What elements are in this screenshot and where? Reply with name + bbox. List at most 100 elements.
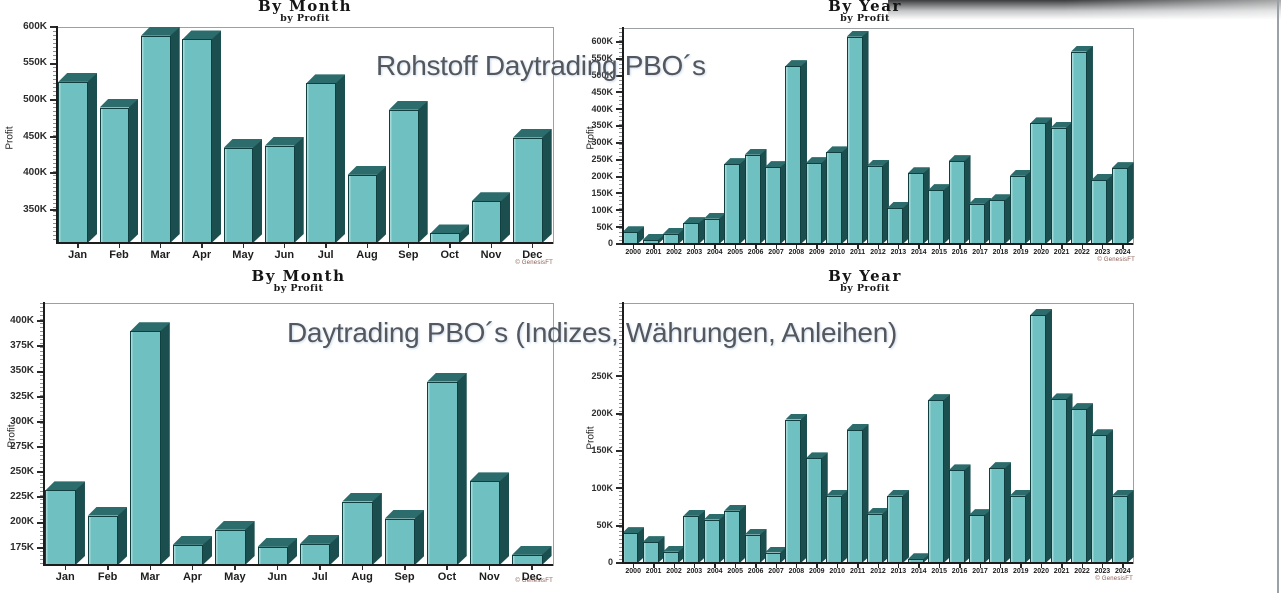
bar-top-face [622,226,644,232]
bar-2016 [948,470,965,563]
x-axis-category-label: 2003 [686,249,703,256]
y-axis-tick-label: 175K [10,541,34,553]
bar-side-face [1005,194,1012,244]
x-axis-tick [877,245,879,249]
x-axis-category-label: 2005 [727,568,743,575]
bar-top-face [663,546,685,552]
x-axis-category-label: 2020 [1033,568,1049,575]
x-axis-category-label: May [224,571,246,583]
bar-side-face [740,505,747,563]
y-axis-tick [37,496,44,499]
x-axis-tick [918,245,920,249]
bar-top-face [989,462,1011,468]
x-axis-tick [319,566,321,570]
bar-side-face [1066,122,1073,244]
copyright-note: © GenesisFT [1097,257,1135,263]
x-axis-tick [1020,564,1022,568]
x-axis-category-label: 2010 [829,568,845,575]
y-axis-tick-label: 225K [10,491,34,503]
x-axis-tick [1101,245,1104,249]
x-axis-category-label: Jul [311,571,328,583]
y-axis-line [622,27,624,245]
bar-May [215,529,246,565]
x-axis-category-label: Jan [68,249,88,261]
bar-side-face [862,424,869,563]
y-axis-tick-label: 250K [10,466,34,478]
bar-side-face [903,490,910,563]
bar-Sep [384,518,416,565]
y-axis-tick-label: 350K [10,365,34,377]
y-axis-line [622,302,624,564]
x-axis-tick [446,566,448,570]
x-axis-category-label: Apr [182,571,202,583]
x-axis-tick [531,244,534,248]
bar-top-face [470,472,510,481]
bar-Dec [512,137,543,243]
bar-top-face [1112,162,1134,168]
bar-side-face [170,27,180,243]
chart-title: By Month [251,267,346,285]
x-axis-category-label: 2007 [768,249,784,256]
bar-May [223,147,254,243]
x-axis-tick [938,245,941,249]
x-axis-tick [632,564,635,568]
bar-top-face [100,99,139,108]
bar-2012 [867,513,883,563]
y-axis-tick [616,91,623,94]
y-axis-tick-label: 0 [607,557,613,568]
bar-side-face [638,226,645,244]
x-axis-category-label: 2024 [1115,568,1131,575]
copyright-note: © GenesisFT [1095,576,1133,582]
x-axis-tick [979,564,981,568]
x-axis-tick [1040,245,1043,249]
x-axis-tick [795,564,798,568]
y-axis-tick-label: 600K [591,36,613,47]
x-axis-category-label: 2023 [1094,249,1111,256]
x-axis-tick [775,245,777,249]
x-axis-category-label: 2012 [870,568,886,575]
y-axis-tick [37,320,44,323]
bar-2000 [622,533,639,563]
x-axis-tick [1081,564,1083,568]
bar-top-face [745,529,767,535]
plot-frame [623,28,1134,245]
x-axis-category-label: Mar [140,571,160,583]
bar-side-face [821,452,828,563]
y-axis-tick-label: 200K [591,407,613,418]
bar-top-face [389,101,428,110]
y-axis-tick-label: 150K [591,445,613,456]
y-axis-tick-label: 400K [591,103,613,114]
x-axis-tick [999,564,1002,568]
chart-subtitle: by Profit [273,283,324,294]
bar-top-face [1030,309,1052,315]
y-axis-tick-label: 350K [591,120,613,131]
x-axis-category-label: 2001 [645,249,662,256]
bar-side-face [780,547,787,563]
bar-side-face [638,527,645,563]
bar-Oct [427,381,458,565]
x-axis-tick [276,566,279,570]
x-axis-category-label: Feb [109,249,129,261]
bar-2005 [724,510,741,563]
y-axis-tick-label: 600K [23,20,47,32]
x-axis-tick [488,566,491,570]
y-axis-tick [616,158,623,161]
x-axis-category-label: 2016 [951,249,968,256]
bar-side-face [699,217,706,244]
y-axis-tick-label: 500K [23,94,47,106]
y-axis-tick-label: 50K [596,520,613,531]
bar-side-face [678,546,685,563]
bar-top-face [224,139,263,148]
y-axis-tick [616,192,623,195]
x-axis-tick [897,245,900,249]
bar-side-face [842,146,849,244]
bar-top-face [908,553,930,559]
bar-top-face [745,149,767,155]
y-axis-tick [50,62,57,65]
x-axis-category-label: 2017 [972,249,988,256]
bar-side-face [882,160,889,244]
bar-top-face [989,194,1011,200]
x-axis-category-label: 2002 [666,249,682,256]
